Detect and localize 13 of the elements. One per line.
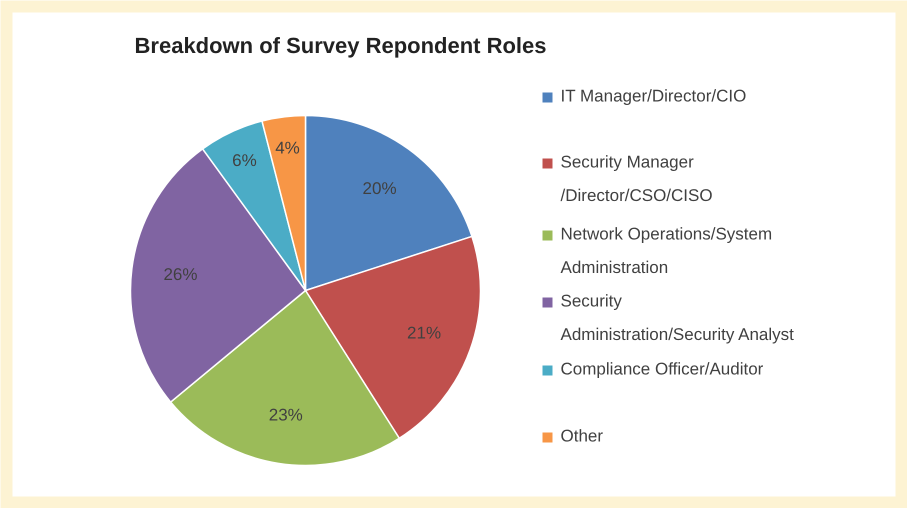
data-label: 6% xyxy=(232,151,257,170)
legend-label: Other xyxy=(560,426,604,446)
data-label: 23% xyxy=(268,405,303,424)
legend-label: IT Manager/Director/CIO xyxy=(560,86,746,106)
legend-label: Network Operations/System Administration xyxy=(560,224,772,277)
data-label: 21% xyxy=(407,324,442,343)
data-label: 26% xyxy=(163,265,198,284)
legend-label: Security Manager /Director/CSO/CISO xyxy=(560,152,713,205)
data-label: 4% xyxy=(275,138,300,158)
chart-title: Breakdown of Survey Repondent Roles xyxy=(134,33,546,58)
legend-label: Compliance Officer/Auditor xyxy=(560,360,764,378)
legend-label: Security Administration/Security Analyst xyxy=(560,292,794,344)
data-label: 20% xyxy=(362,179,397,198)
